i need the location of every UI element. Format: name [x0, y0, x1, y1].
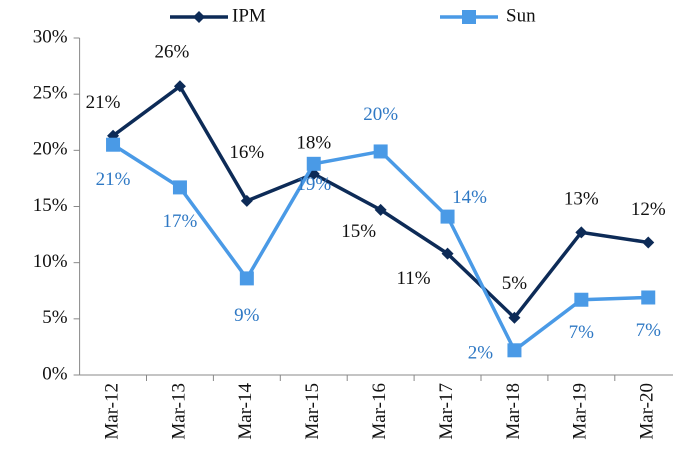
x-tick-label: Mar-20: [637, 383, 658, 440]
marker: [507, 343, 522, 358]
data-label: 7%: [569, 322, 595, 343]
data-label: 7%: [636, 320, 662, 341]
x-tick-label: Mar-17: [436, 383, 457, 440]
marker: [173, 80, 186, 93]
y-tick-label: 10%: [33, 251, 68, 272]
y-tick-label: 0%: [42, 363, 68, 384]
x-tick-label: Mar-15: [302, 383, 323, 440]
data-label: 16%: [229, 142, 264, 163]
data-label: 9%: [234, 305, 260, 326]
x-tick-label: Mar-14: [235, 383, 256, 440]
data-label: 21%: [96, 169, 131, 190]
marker: [462, 10, 476, 24]
y-tick-label: 20%: [33, 139, 68, 160]
x-tick-label: Mar-18: [503, 383, 524, 440]
x-tick-label: Mar-13: [168, 383, 189, 440]
data-label: 20%: [363, 104, 398, 125]
marker: [641, 290, 656, 305]
marker: [373, 144, 388, 159]
data-label: 2%: [468, 343, 494, 364]
y-tick-label: 5%: [42, 307, 68, 328]
x-tick-label: Mar-16: [369, 383, 390, 440]
legend-label: IPM: [232, 5, 266, 26]
marker: [193, 11, 205, 23]
data-label: 17%: [163, 211, 198, 232]
marker: [240, 194, 253, 207]
marker: [172, 180, 187, 195]
y-tick-label: 30%: [33, 26, 68, 47]
data-label: 11%: [396, 268, 430, 289]
data-label: 21%: [86, 92, 121, 113]
marker: [574, 292, 589, 307]
marker: [106, 137, 121, 152]
marker: [239, 271, 254, 286]
x-tick-label: Mar-19: [570, 383, 591, 440]
marker: [642, 236, 655, 249]
y-tick-label: 25%: [33, 83, 68, 104]
marker: [374, 203, 387, 216]
data-label: 26%: [155, 42, 190, 63]
data-label: 12%: [631, 199, 666, 220]
data-label: 13%: [564, 189, 599, 210]
data-label: 14%: [452, 187, 487, 208]
data-label: 5%: [502, 273, 528, 294]
data-label: 19%: [296, 174, 331, 195]
marker: [440, 209, 455, 224]
data-label: 18%: [296, 132, 331, 153]
x-tick-label: Mar-12: [101, 383, 122, 440]
y-tick-label: 15%: [33, 195, 68, 216]
marker: [306, 156, 321, 171]
marker: [508, 311, 521, 324]
data-label: 15%: [341, 221, 376, 242]
marker: [441, 247, 454, 260]
legend-label: Sun: [506, 5, 536, 26]
marker: [575, 226, 588, 239]
